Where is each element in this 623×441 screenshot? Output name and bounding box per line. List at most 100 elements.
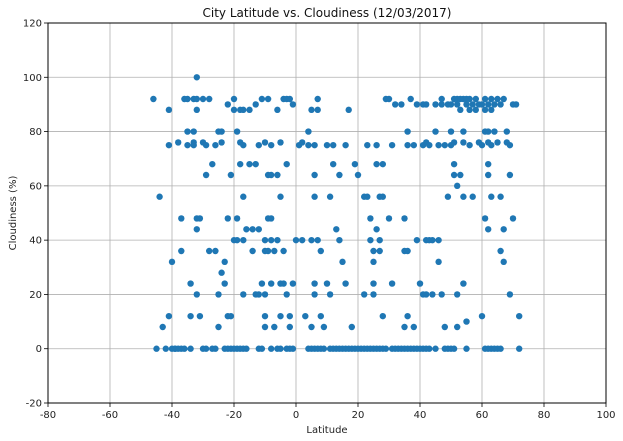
chart-title: City Latitude vs. Cloudiness (12/03/2017…	[203, 6, 452, 20]
data-point	[330, 160, 337, 168]
y-tick-label: 120	[23, 19, 42, 30]
data-point	[488, 141, 495, 149]
data-point	[199, 345, 207, 352]
data-point	[506, 141, 514, 149]
x-tick-label: -80	[40, 410, 56, 421]
data-point	[227, 171, 235, 179]
data-point	[289, 101, 297, 108]
data-point	[379, 160, 386, 168]
data-point	[469, 193, 476, 200]
data-point	[478, 141, 486, 149]
data-point	[454, 291, 461, 298]
data-point	[370, 280, 377, 287]
data-point	[466, 106, 473, 114]
data-point	[342, 141, 349, 149]
data-point	[240, 291, 247, 298]
data-point	[435, 236, 442, 244]
data-point	[323, 141, 331, 149]
data-point	[429, 291, 436, 298]
data-point	[441, 345, 448, 352]
data-point	[478, 101, 486, 108]
data-point	[311, 193, 318, 200]
data-point	[401, 215, 408, 222]
data-point	[240, 141, 247, 149]
data-point	[385, 95, 393, 103]
data-point	[199, 95, 207, 103]
data-point	[274, 236, 281, 244]
data-point	[274, 171, 281, 179]
data-point	[388, 280, 396, 287]
data-point	[230, 95, 238, 103]
y-tick-label: -20	[26, 399, 42, 410]
data-point	[364, 141, 371, 149]
data-point	[354, 345, 362, 352]
data-point	[277, 312, 284, 320]
data-point	[286, 95, 293, 103]
data-point	[454, 323, 461, 331]
data-point	[243, 226, 250, 233]
data-point	[457, 171, 464, 179]
data-point	[373, 160, 380, 168]
data-point	[233, 128, 241, 135]
data-point	[460, 193, 467, 200]
data-point	[314, 236, 321, 244]
data-point	[373, 226, 380, 233]
data-point	[193, 226, 200, 233]
data-point	[283, 291, 290, 298]
data-point	[264, 247, 272, 255]
data-point	[491, 345, 498, 352]
data-point	[485, 101, 492, 108]
data-point	[274, 106, 281, 114]
data-point	[280, 247, 287, 255]
data-point	[240, 193, 247, 200]
y-tick-label: 100	[23, 73, 42, 84]
data-point	[450, 139, 458, 146]
data-point	[230, 345, 238, 352]
data-point	[407, 95, 414, 103]
data-point	[196, 215, 204, 222]
data-point	[435, 141, 442, 149]
data-point	[509, 215, 517, 222]
data-point	[367, 215, 374, 222]
data-point	[401, 323, 408, 331]
data-point	[165, 141, 173, 149]
x-tick-label: -60	[102, 410, 118, 421]
data-point	[218, 269, 225, 276]
data-point	[488, 106, 495, 114]
x-tick-label: 40	[414, 410, 427, 421]
data-point	[506, 171, 514, 179]
data-point	[469, 101, 476, 108]
y-tick-label: 60	[29, 181, 42, 192]
x-axis-ticks: -80 -60 -40 -20 0 20 40 60 80 100	[40, 403, 616, 421]
data-point	[506, 291, 514, 298]
x-tick-label: 20	[352, 410, 365, 421]
data-point	[491, 128, 498, 135]
data-point	[454, 182, 461, 190]
data-point	[345, 345, 352, 352]
data-point	[413, 345, 421, 352]
data-point	[283, 160, 290, 168]
data-point	[423, 345, 430, 352]
data-point	[181, 345, 188, 352]
data-point	[271, 323, 278, 331]
data-point	[178, 215, 185, 222]
data-point	[240, 345, 247, 352]
data-point	[308, 106, 315, 114]
data-point	[367, 236, 374, 244]
y-tick-label: 0	[36, 344, 42, 355]
data-point	[450, 171, 458, 179]
data-point	[342, 280, 349, 287]
data-point	[336, 236, 343, 244]
data-point	[196, 312, 204, 320]
data-point	[330, 141, 337, 149]
data-point	[516, 345, 523, 352]
data-point	[500, 226, 507, 233]
x-tick-label: 100	[596, 410, 615, 421]
data-point	[413, 101, 421, 108]
data-point	[215, 323, 222, 331]
x-tick-label: -40	[164, 410, 180, 421]
data-point	[215, 291, 222, 298]
data-point	[261, 312, 269, 320]
